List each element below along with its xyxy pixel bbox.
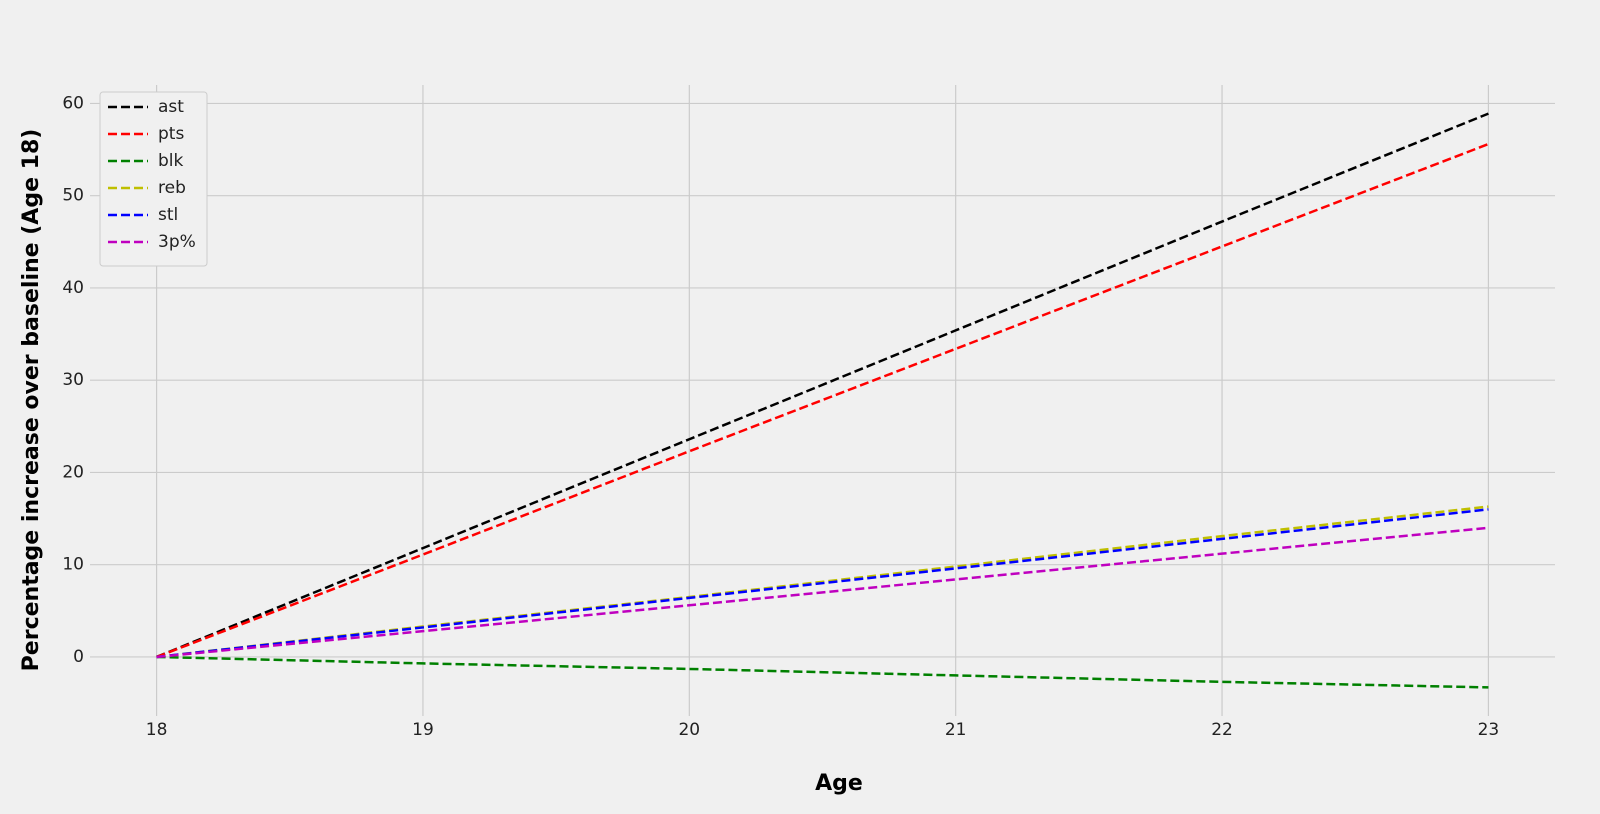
y-tick-label: 40 [62, 278, 84, 298]
x-tick-label: 18 [146, 720, 168, 740]
legend: ast pts blk reb stl 3p% [99, 91, 208, 267]
legend-box [99, 91, 208, 267]
series-line [156, 508, 1489, 659]
x-tick-label: 20 [678, 720, 700, 740]
y-tick-label: 20 [62, 462, 84, 482]
legend-label: pts [158, 124, 184, 144]
x-axis-title: Age [815, 771, 863, 796]
y-tick-label: 10 [62, 555, 84, 575]
legend-label: 3p% [158, 232, 196, 252]
y-tick-label: 60 [62, 93, 84, 113]
series-line [156, 655, 1489, 689]
y-axis-title: Percentage increase over baseline (Age 1… [19, 129, 44, 672]
series-line [156, 112, 1489, 659]
y-tick-label: 0 [73, 647, 84, 667]
legend-label: stl [158, 205, 178, 225]
y-tick-label: 50 [62, 186, 84, 206]
x-tick-label: 21 [945, 720, 967, 740]
legend-label: reb [158, 178, 186, 198]
legend-label: ast [158, 97, 184, 117]
x-tick-label: 22 [1211, 720, 1233, 740]
series-line [156, 142, 1489, 659]
legend-label: blk [158, 151, 184, 171]
x-tick-label: 19 [412, 720, 434, 740]
series-line [156, 526, 1489, 659]
x-tick-label: 23 [1478, 720, 1500, 740]
y-tick-label: 30 [62, 370, 84, 390]
